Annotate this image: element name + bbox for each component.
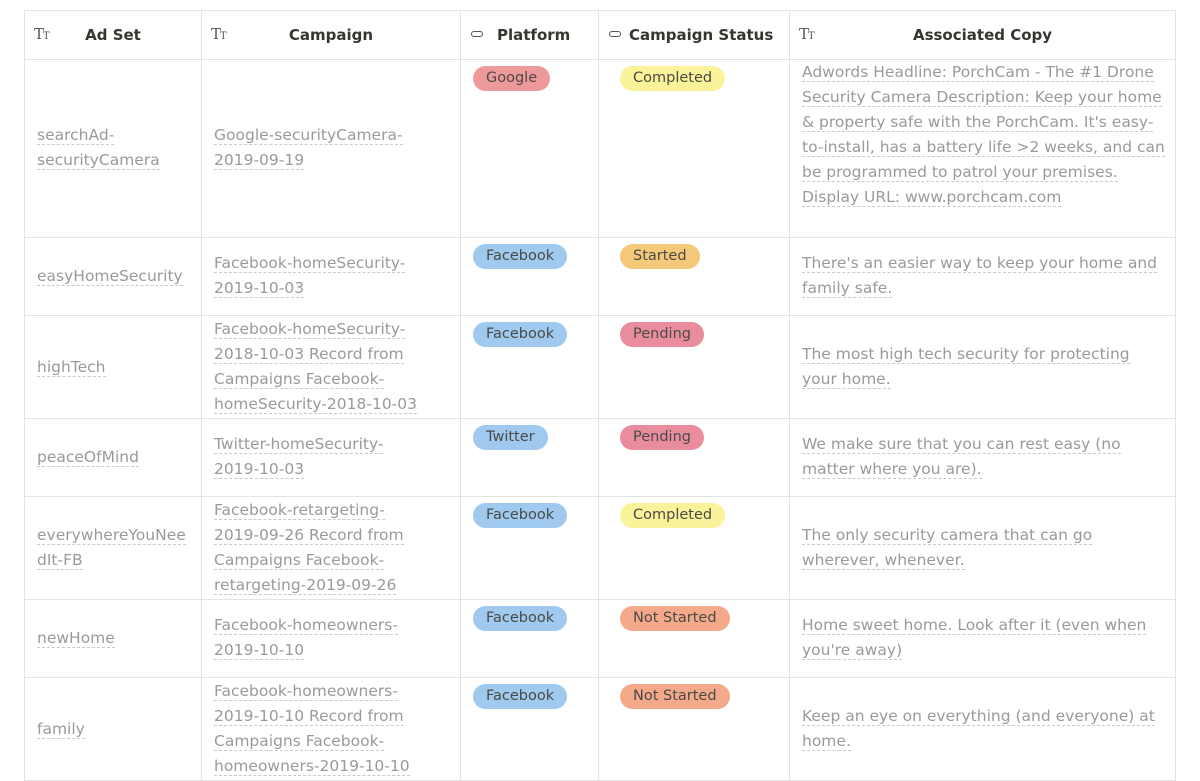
platform-tag: Facebook — [473, 244, 568, 269]
table-row[interactable]: easyHomeSecurity Facebook-homeSecurity-2… — [25, 238, 1176, 316]
cell-platform[interactable]: Facebook — [461, 316, 599, 418]
cell-campaign-status[interactable]: Not Started — [599, 678, 790, 780]
cell-campaign[interactable]: Facebook-homeSecurity-2019-10-03 — [202, 238, 461, 315]
platform-tag: Google — [473, 66, 551, 91]
cell-campaign[interactable]: Facebook-homeowners-2019-10-10 Record fr… — [202, 678, 461, 780]
platform-tag: Facebook — [473, 503, 568, 528]
column-header-campaign[interactable]: TT Campaign — [202, 11, 461, 59]
column-header-platform[interactable]: Platform — [461, 11, 599, 59]
cell-campaign-status[interactable]: Not Started — [599, 600, 790, 677]
cell-campaign-status[interactable]: Started — [599, 238, 790, 315]
cell-ad-set[interactable]: highTech — [25, 316, 202, 418]
platform-tag: Twitter — [473, 425, 548, 450]
text-icon: TT — [34, 25, 50, 43]
campaign-link[interactable]: Facebook-homeowners-2019-10-10 — [214, 616, 398, 660]
platform-tag: Facebook — [473, 684, 568, 709]
text-icon: TT — [799, 25, 815, 43]
cell-campaign[interactable]: Facebook-retargeting-2019-09-26 Record f… — [202, 497, 461, 599]
ad-set-text: family — [37, 720, 85, 739]
campaign-link[interactable]: Twitter-homeSecurity-2019-10-03 — [214, 435, 384, 479]
table-row[interactable]: highTech Facebook-homeSecurity-2018-10-0… — [25, 316, 1176, 419]
cell-associated-copy[interactable]: The only security camera that can go whe… — [790, 497, 1176, 599]
text-icon: TT — [211, 25, 227, 43]
ad-set-text: peaceOfMind — [37, 448, 139, 467]
ad-set-text: easyHomeSecurity — [37, 267, 183, 286]
table-row[interactable]: peaceOfMind Twitter-homeSecurity-2019-10… — [25, 419, 1176, 497]
campaign-link[interactable]: Facebook-homeSecurity-2019-10-03 — [214, 254, 406, 298]
cell-associated-copy[interactable]: We make sure that you can rest easy (no … — [790, 419, 1176, 496]
ad-set-text: highTech — [37, 358, 106, 377]
column-header-ad-set[interactable]: TT Ad Set — [25, 11, 202, 59]
cell-platform[interactable]: Facebook — [461, 238, 599, 315]
copy-text: Keep an eye on everything (and everyone)… — [802, 707, 1155, 751]
copy-text: The only security camera that can go whe… — [802, 526, 1093, 570]
cell-ad-set[interactable]: family — [25, 678, 202, 780]
cell-campaign-status[interactable]: Completed — [599, 60, 790, 237]
status-tag: Completed — [620, 66, 726, 91]
copy-text: Adwords Headline: PorchCam - The #1 Dron… — [802, 63, 1165, 207]
cell-ad-set[interactable]: newHome — [25, 600, 202, 677]
database-table: TT Ad Set TT Campaign Platform Campaign … — [24, 10, 1176, 781]
column-header-label: Associated Copy — [912, 26, 1053, 44]
cell-platform[interactable]: Facebook — [461, 600, 599, 677]
status-tag: Not Started — [620, 606, 730, 631]
cell-platform[interactable]: Twitter — [461, 419, 599, 496]
copy-text: There's an easier way to keep your home … — [802, 254, 1157, 298]
table-row[interactable]: searchAd-securityCamera Google-securityC… — [25, 60, 1176, 238]
cell-ad-set[interactable]: searchAd-securityCamera — [25, 60, 202, 237]
cell-campaign[interactable]: Twitter-homeSecurity-2019-10-03 — [202, 419, 461, 496]
column-header-label: Campaign — [288, 26, 374, 44]
cell-campaign[interactable]: Google-securityCamera-2019-09-19 — [202, 60, 461, 237]
ad-set-text: everywhereYouNeedIt-FB — [37, 526, 186, 570]
table-row[interactable]: everywhereYouNeedIt-FB Facebook-retarget… — [25, 497, 1176, 600]
campaign-link[interactable]: Facebook-homeowners-2019-10-10 Record fr… — [214, 682, 410, 776]
status-tag: Started — [620, 244, 700, 269]
table-header-row: TT Ad Set TT Campaign Platform Campaign … — [25, 11, 1176, 60]
status-tag: Not Started — [620, 684, 730, 709]
cell-campaign-status[interactable]: Completed — [599, 497, 790, 599]
cell-associated-copy[interactable]: The most high tech security for protecti… — [790, 316, 1176, 418]
status-tag: Pending — [620, 322, 704, 347]
column-header-campaign-status[interactable]: Campaign Status — [599, 11, 790, 59]
copy-text: We make sure that you can rest easy (no … — [802, 435, 1121, 479]
column-header-associated-copy[interactable]: TT Associated Copy — [790, 11, 1176, 59]
table-row[interactable]: newHome Facebook-homeowners-2019-10-10 F… — [25, 600, 1176, 678]
table-row[interactable]: family Facebook-homeowners-2019-10-10 Re… — [25, 678, 1176, 781]
status-tag: Completed — [620, 503, 726, 528]
cell-associated-copy[interactable]: Keep an eye on everything (and everyone)… — [790, 678, 1176, 780]
ad-set-text: newHome — [37, 629, 115, 648]
campaign-link[interactable]: Facebook-retargeting-2019-09-26 Record f… — [214, 501, 404, 595]
cell-ad-set[interactable]: easyHomeSecurity — [25, 238, 202, 315]
campaign-link[interactable]: Facebook-homeSecurity-2018-10-03 Record … — [214, 320, 417, 414]
platform-tag: Facebook — [473, 606, 568, 631]
column-header-label: Platform — [497, 26, 571, 44]
column-header-label: Campaign Status — [629, 26, 774, 44]
column-header-label: Ad Set — [85, 26, 141, 44]
cell-ad-set[interactable]: everywhereYouNeedIt-FB — [25, 497, 202, 599]
select-icon — [471, 31, 483, 37]
ad-set-text: searchAd-securityCamera — [37, 126, 160, 170]
cell-associated-copy[interactable]: There's an easier way to keep your home … — [790, 238, 1176, 315]
cell-campaign[interactable]: Facebook-homeowners-2019-10-10 — [202, 600, 461, 677]
select-icon — [609, 31, 621, 37]
cell-associated-copy[interactable]: Home sweet home. Look after it (even whe… — [790, 600, 1176, 677]
platform-tag: Facebook — [473, 322, 568, 347]
copy-text: The most high tech security for protecti… — [802, 345, 1130, 389]
campaign-link[interactable]: Google-securityCamera-2019-09-19 — [214, 126, 403, 170]
cell-campaign-status[interactable]: Pending — [599, 316, 790, 418]
cell-associated-copy[interactable]: Adwords Headline: PorchCam - The #1 Dron… — [790, 60, 1176, 237]
cell-platform[interactable]: Google — [461, 60, 599, 237]
cell-platform[interactable]: Facebook — [461, 497, 599, 599]
status-tag: Pending — [620, 425, 704, 450]
copy-text: Home sweet home. Look after it (even whe… — [802, 616, 1147, 660]
cell-ad-set[interactable]: peaceOfMind — [25, 419, 202, 496]
cell-campaign-status[interactable]: Pending — [599, 419, 790, 496]
cell-campaign[interactable]: Facebook-homeSecurity-2018-10-03 Record … — [202, 316, 461, 418]
cell-platform[interactable]: Facebook — [461, 678, 599, 780]
